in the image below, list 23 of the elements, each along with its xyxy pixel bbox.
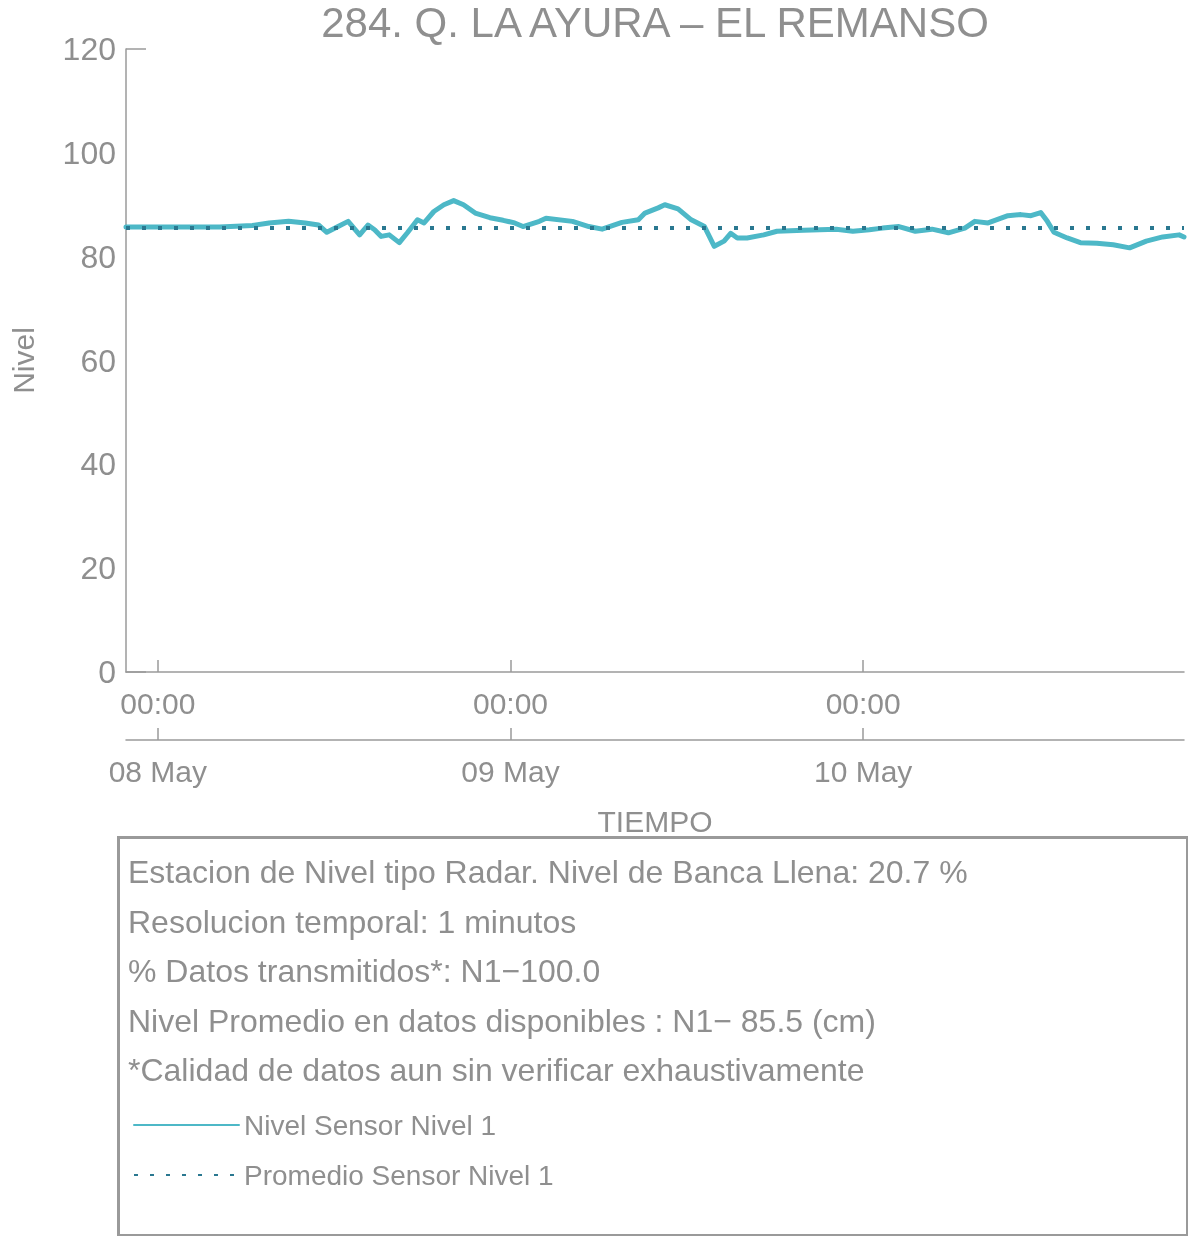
- x-tick-label: 00:00: [120, 686, 196, 720]
- y-axis-title: Nivel: [6, 327, 40, 394]
- y-tick-label: 20: [80, 550, 116, 587]
- x-tick-label: 00:00: [825, 686, 901, 720]
- text: Nivel Promedio en datos disponibles : N1− 85.5 (cm): [128, 1002, 876, 1039]
- chart-title: 284. Q. LA AYURA – EL REMANSO: [321, 0, 989, 46]
- y-tick-label: 60: [80, 342, 116, 379]
- legend-label: Promedio Sensor Nivel 1: [244, 1159, 554, 1191]
- x-tick-label: 00:00: [472, 686, 549, 720]
- y-tick-label: 40: [80, 446, 116, 483]
- text: *Calidad de datos aun sin verificar exhaustivamente: [128, 1052, 865, 1088]
- text: Resolucion temporal: 1 minutos: [128, 903, 577, 940]
- x2-tick-label: 10 May: [813, 754, 913, 788]
- x-axis-title: TIEMPO: [597, 804, 713, 838]
- x2-tick-label: 09 May: [461, 754, 560, 788]
- y-tick-label: 0: [98, 654, 116, 690]
- x2-tick-label: 08 May: [108, 754, 208, 788]
- y-tick-label: 80: [80, 238, 116, 275]
- legend-label: Nivel Sensor Nivel 1: [244, 1109, 497, 1141]
- text: Estacion de Nivel tipo Radar. Nivel de Banca Llena: 20.7 %: [128, 854, 968, 890]
- y-tick-label: 120: [62, 31, 116, 67]
- y-tick-label: 100: [62, 134, 116, 171]
- text: % Datos transmitidos*: N1−100.0: [128, 953, 601, 989]
